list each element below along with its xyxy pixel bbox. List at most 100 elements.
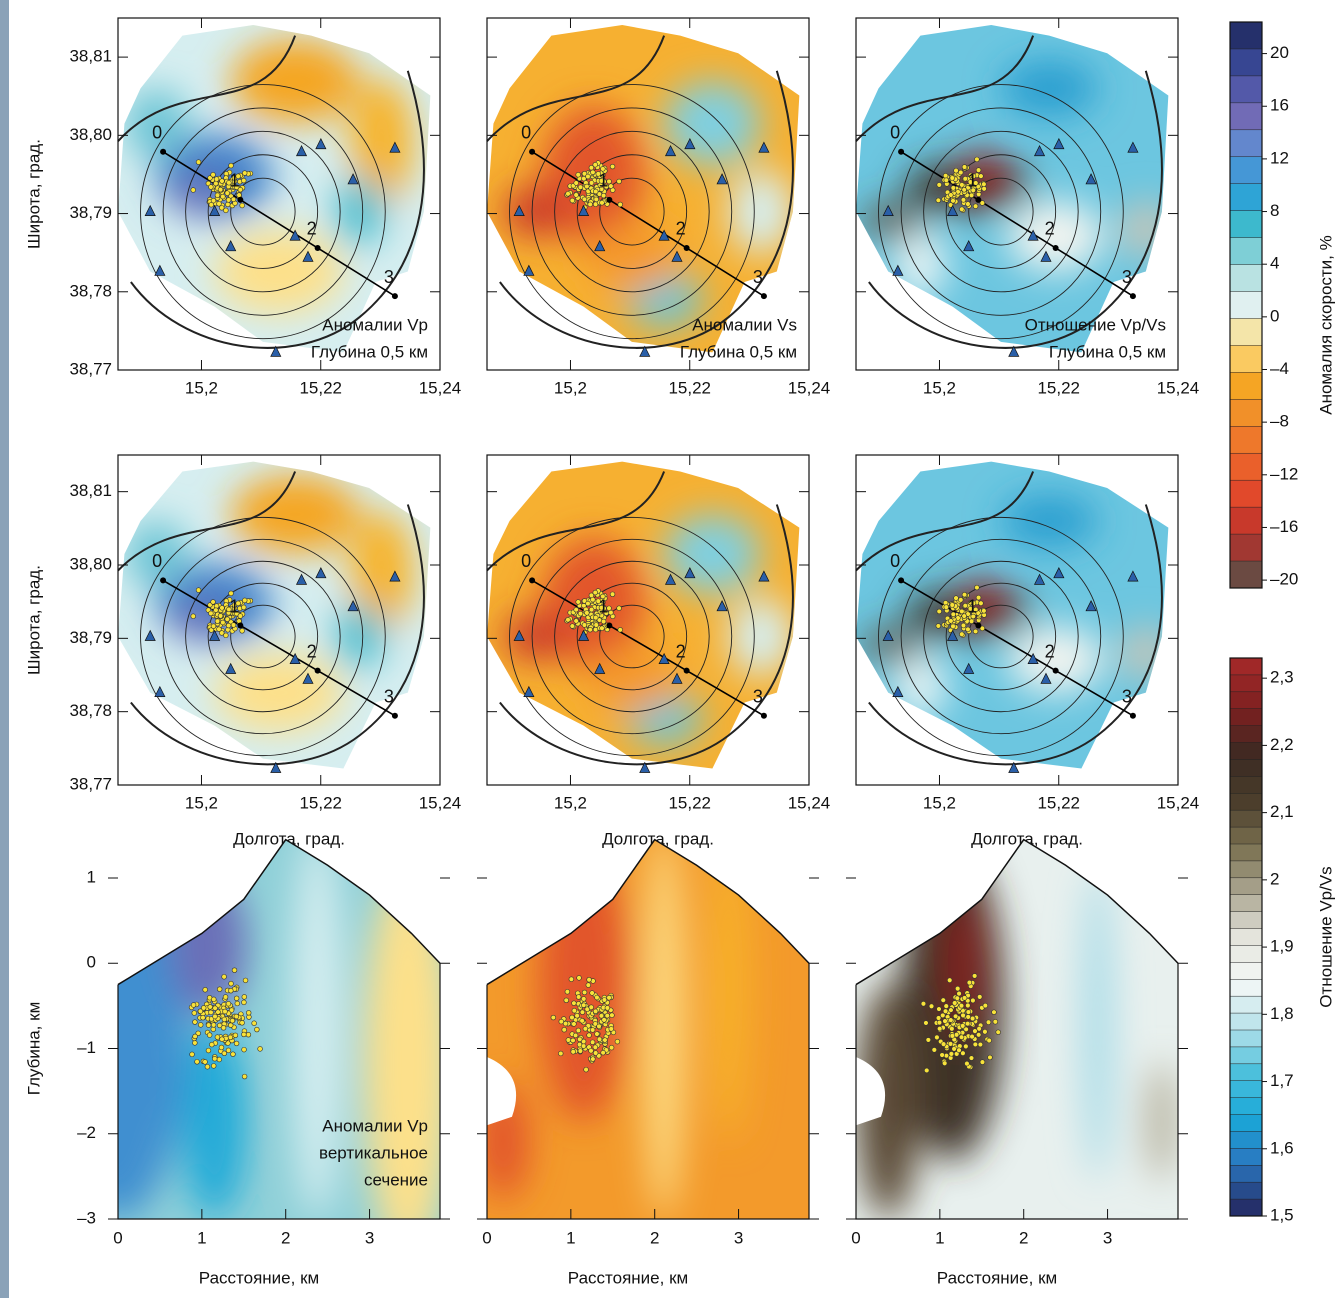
profile-label: 0 bbox=[152, 551, 162, 571]
topo-contour bbox=[140, 516, 386, 757]
event-dot bbox=[575, 1027, 582, 1034]
anomaly-blob bbox=[1007, 201, 1104, 272]
event-dot bbox=[975, 167, 982, 173]
colorbar-tick-label: –12 bbox=[1270, 464, 1298, 483]
event-dot bbox=[213, 607, 219, 613]
anomaly-blob bbox=[1007, 626, 1104, 693]
x-tick-label: 15,22 bbox=[299, 793, 342, 812]
x-tick-label: 15,22 bbox=[1037, 793, 1080, 812]
event-dot bbox=[935, 1015, 942, 1021]
event-dot bbox=[600, 593, 606, 600]
station bbox=[658, 229, 670, 241]
event-dot bbox=[230, 1051, 236, 1057]
profile-point bbox=[391, 712, 398, 719]
profile-point bbox=[529, 148, 536, 155]
event-dot bbox=[962, 176, 968, 182]
event-dot bbox=[950, 198, 956, 204]
event-dot bbox=[943, 177, 949, 183]
event-dot bbox=[616, 178, 622, 185]
event-dot bbox=[617, 201, 623, 208]
topo-contour bbox=[531, 538, 733, 735]
event-dot bbox=[953, 595, 959, 601]
event-dot bbox=[948, 192, 954, 198]
event-dot bbox=[565, 1037, 572, 1043]
event-dot bbox=[192, 1033, 198, 1040]
colorbar-band bbox=[1230, 264, 1262, 293]
event-dot bbox=[602, 1037, 608, 1043]
anomaly-blob bbox=[538, 847, 629, 1122]
blank-area bbox=[487, 1057, 517, 1126]
event-dot bbox=[987, 1054, 993, 1061]
event-dot bbox=[220, 1025, 227, 1031]
station bbox=[270, 345, 282, 357]
profile-point bbox=[975, 622, 982, 629]
event-dot bbox=[965, 626, 971, 633]
station bbox=[1053, 567, 1065, 579]
event-dot bbox=[952, 1000, 958, 1006]
profile-label: 3 bbox=[384, 267, 394, 287]
x-tick-label: 15,2 bbox=[923, 378, 956, 397]
station bbox=[289, 229, 301, 241]
event-dot bbox=[600, 192, 607, 199]
edge-strip bbox=[0, 0, 9, 1298]
event-dot bbox=[197, 1008, 204, 1014]
profile-label: 0 bbox=[890, 551, 900, 571]
anomaly-blob bbox=[728, 169, 793, 254]
frame bbox=[1229, 657, 1263, 1217]
event-dot bbox=[224, 190, 230, 196]
colorbar-band bbox=[1230, 1097, 1262, 1116]
event-dot bbox=[233, 1013, 240, 1020]
anomaly-blob bbox=[644, 839, 684, 1219]
event-dot bbox=[212, 1005, 218, 1011]
event-dot bbox=[592, 1050, 599, 1056]
event-dot bbox=[230, 196, 237, 203]
contours bbox=[486, 471, 794, 766]
event-dot bbox=[943, 604, 949, 610]
event-dot bbox=[226, 180, 232, 186]
colorbar-band bbox=[1230, 183, 1262, 212]
station bbox=[963, 662, 975, 674]
topography bbox=[486, 838, 810, 986]
event-dot bbox=[963, 1026, 969, 1032]
event-dot bbox=[950, 623, 956, 630]
colorbar-band bbox=[1230, 827, 1262, 845]
event-dot bbox=[216, 1022, 223, 1029]
station bbox=[389, 570, 401, 582]
profile-label: 0 bbox=[152, 123, 162, 143]
colorbar-band bbox=[1230, 1030, 1262, 1048]
event-dot bbox=[940, 1012, 946, 1019]
station bbox=[302, 672, 314, 684]
event-dot bbox=[979, 625, 986, 632]
event-dot bbox=[598, 1013, 605, 1019]
anomaly-blob bbox=[1145, 1062, 1178, 1180]
event-dot bbox=[949, 1033, 956, 1039]
anomaly-blob bbox=[894, 653, 947, 719]
event-dot bbox=[233, 995, 240, 1002]
event-dot bbox=[592, 1044, 599, 1050]
frame bbox=[117, 454, 441, 786]
colorbar-band bbox=[1230, 928, 1262, 946]
station bbox=[594, 662, 606, 674]
event-dot bbox=[981, 181, 987, 187]
station bbox=[315, 137, 327, 150]
profile-point bbox=[391, 293, 398, 300]
colorbar-label: Аномалия скорости, % bbox=[1316, 235, 1335, 415]
profile-label: 1 bbox=[229, 171, 239, 191]
event-dot bbox=[585, 982, 592, 988]
anomaly-blob bbox=[349, 511, 415, 630]
y-tick-label: 38,81 bbox=[69, 47, 112, 66]
event-dot bbox=[589, 1039, 596, 1045]
profile-point bbox=[314, 667, 321, 674]
event-dot bbox=[953, 167, 959, 174]
event-dot bbox=[935, 623, 942, 629]
station bbox=[209, 629, 221, 641]
colorbar-band bbox=[1230, 674, 1262, 693]
profile-point bbox=[683, 244, 690, 251]
topo-contour bbox=[207, 154, 319, 269]
event-dot bbox=[198, 1022, 204, 1028]
profile-label: 1 bbox=[967, 596, 977, 616]
topo-contour bbox=[599, 177, 665, 246]
colorbar-tick-label: 2 bbox=[1270, 869, 1279, 888]
event-dot bbox=[577, 1048, 584, 1054]
event-dot bbox=[991, 1009, 997, 1015]
